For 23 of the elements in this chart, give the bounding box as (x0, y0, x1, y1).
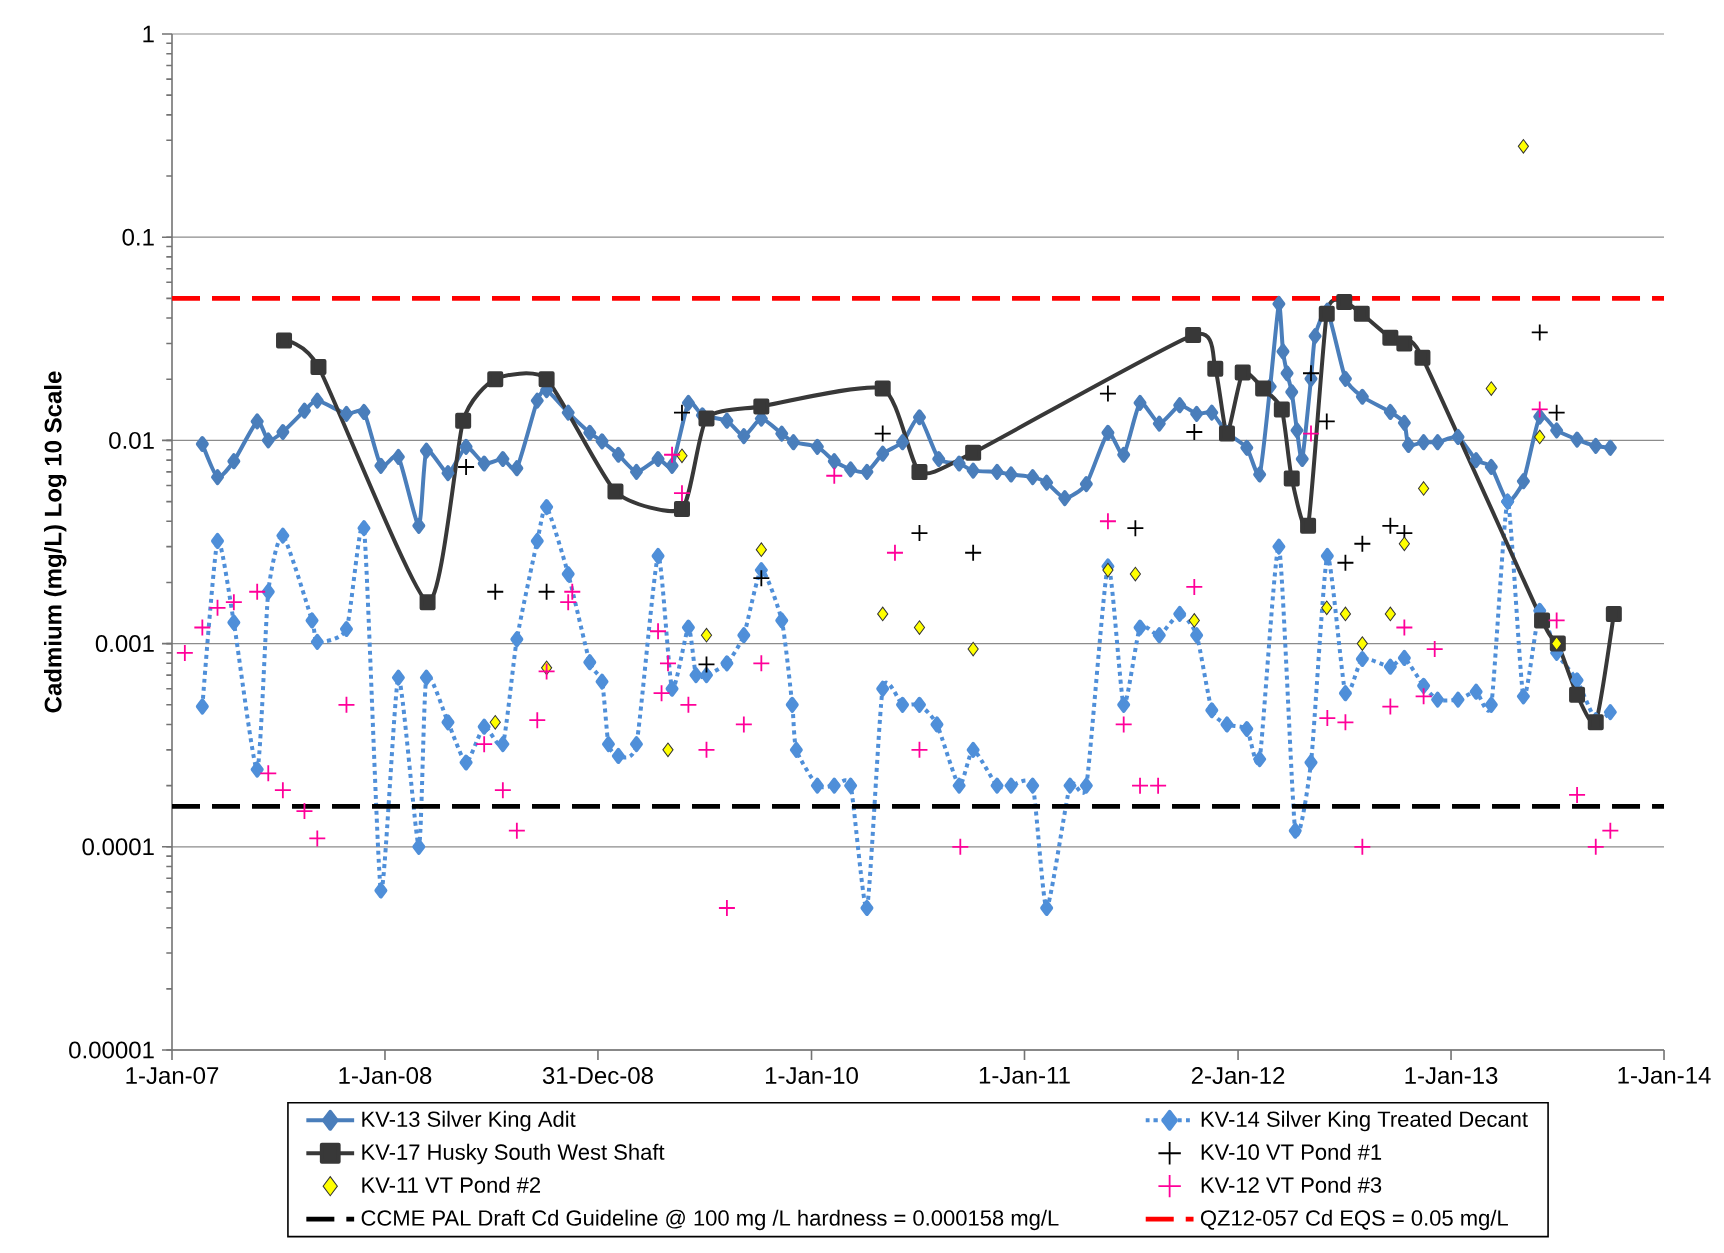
legend-label: KV-12 VT Pond #3 (1201, 1176, 1382, 1193)
legend-label: KV-11 VT Pond #2 (362, 1176, 541, 1193)
y-tick-label: 0.01 (109, 431, 154, 449)
x-tick-label: 1-Jan-14 (1618, 1067, 1711, 1084)
y-tick-label: 0.00001 (69, 1041, 154, 1059)
y-tick-label: 0.0001 (82, 838, 154, 856)
x-tick-label: 1-Jan-08 (339, 1067, 432, 1085)
legend-label: KV-13 Silver King Adit (362, 1110, 576, 1132)
legend-label: CCME PAL Draft Cd Guideline @ 100 mg /L hardness = 0.000158 mg/L (361, 1209, 1059, 1231)
y-axis-title: Cadmium (mg/L) Log 10 Scale (43, 371, 67, 713)
y-tick-label: 0.001 (95, 635, 154, 653)
legend-label: KV-10 VT Pond #1 (1201, 1143, 1382, 1160)
legend-label: KV-17 Husky South West Shaft (362, 1143, 665, 1165)
legend-label: QZ12-057 Cd EQS = 0.05 mg/L (1200, 1209, 1508, 1231)
y-tick-label: 0.1 (122, 228, 154, 246)
x-tick-label: 1-Jan-10 (765, 1067, 858, 1085)
x-tick-label: 1-Jan-11 (979, 1067, 1070, 1084)
y-tick-label: 1 (143, 25, 154, 43)
x-tick-label: 2-Jan-12 (1191, 1067, 1285, 1085)
x-tick-label: 1-Jan-13 (1405, 1067, 1498, 1085)
x-tick-label: 1-Jan-07 (126, 1067, 219, 1085)
legend-label: KV-14 Silver King Treated Decant (1201, 1110, 1528, 1132)
x-tick-label: 31-Dec-08 (542, 1067, 653, 1085)
